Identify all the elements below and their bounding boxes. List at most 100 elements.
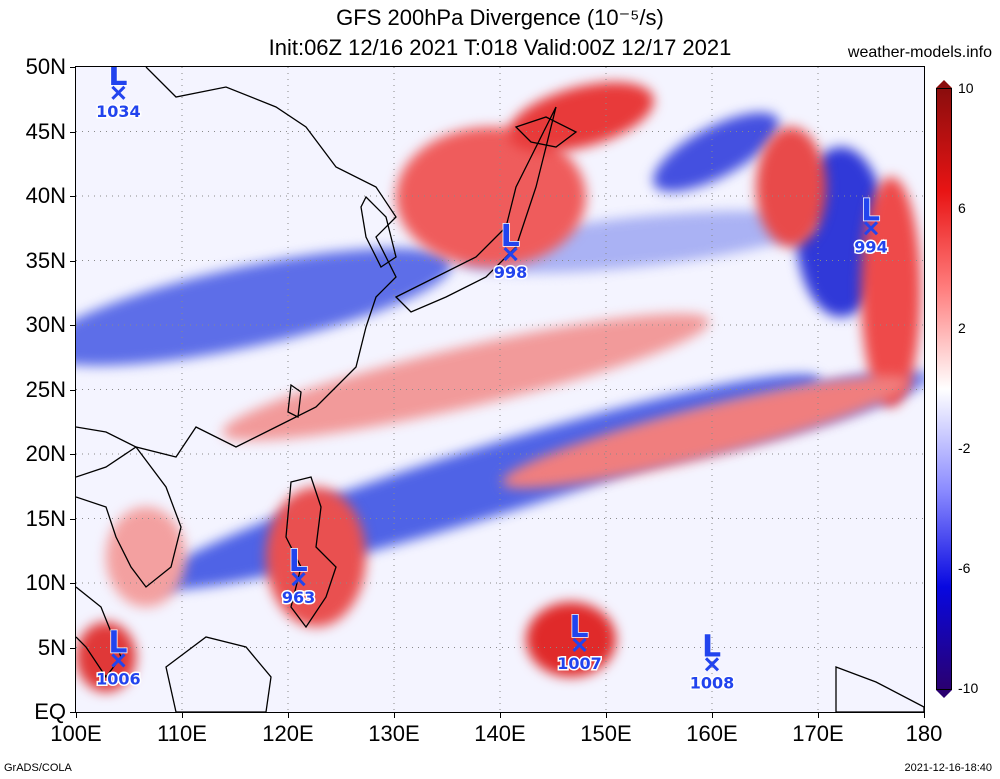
colorbar-top-tip: [936, 80, 952, 88]
field-band-red: [526, 602, 616, 677]
low-center-mark: [111, 85, 126, 100]
low-pressure-value: 963: [282, 588, 315, 607]
lat-tick-label: 5N: [37, 634, 66, 660]
pressure-lows: L 1034 L 998 L 994 L 963 L 1006 L 1007 L 1008: [95, 67, 890, 694]
lon-tick-mark: [288, 712, 289, 718]
low-pressure-marker: L 1007: [556, 609, 604, 674]
low-center-mark: [863, 221, 879, 236]
low-symbol: L: [501, 219, 520, 254]
low-symbol: L: [289, 544, 308, 579]
coastline-taiwan: [287, 383, 302, 418]
lat-tick-label: 50N: [25, 54, 66, 79]
colorbar-tick-label: -6: [958, 560, 971, 576]
lon-tick-mark: [76, 712, 77, 718]
low-pressure-value: 998: [494, 263, 527, 282]
lat-tick-label: 30N: [25, 312, 66, 337]
low-symbol: L: [108, 67, 127, 93]
lat-tick-label: EQ: [34, 699, 66, 724]
lat-tick-mark: [70, 131, 76, 133]
lat-tick-label: 40N: [25, 183, 66, 208]
lat-tick-label: 25N: [25, 376, 66, 402]
coastline-borneo: [165, 636, 272, 712]
lat-tick-mark: [70, 389, 76, 391]
lat-tick-mark: [70, 196, 76, 197]
colorbar-tick-label: 2: [958, 320, 966, 336]
coastline-indochina: [76, 426, 182, 588]
lon-tick-label: 120E: [262, 721, 314, 746]
lat-tick-mark: [70, 518, 76, 520]
lat-tick-label: 20N: [25, 441, 66, 466]
colorbar-tick-label: -10: [958, 680, 979, 696]
coastline-japan: [394, 106, 557, 313]
lat-tick-label: 10N: [25, 570, 66, 595]
low-pressure-value: 1008: [690, 673, 735, 692]
low-symbol: L: [570, 610, 589, 645]
footer-software: GrADS/COLA: [4, 762, 72, 774]
lat-lon-grid: [76, 67, 924, 712]
low-center-mark: [704, 657, 720, 672]
colorbar-bottom-tip: [936, 690, 952, 698]
lon-tick-label: 160E: [686, 721, 738, 746]
low-pressure-value: 994: [854, 237, 887, 256]
lat-tick-mark: [70, 647, 76, 649]
field-band-red: [76, 622, 136, 692]
lat-tick-label: 35N: [25, 247, 66, 273]
lon-tick-mark: [500, 712, 501, 718]
lon-tick-mark: [394, 712, 395, 718]
lon-tick-mark: [606, 712, 607, 718]
lat-tick-label: 45N: [25, 118, 66, 144]
low-pressure-marker: L 963: [280, 543, 316, 608]
lon-tick-mark: [182, 712, 183, 718]
field-band-red: [106, 507, 186, 607]
chart-subtitle: Init:06Z 12/16 2021 T:018 Valid:00Z 12/1…: [268, 35, 732, 60]
coastline-asia: [76, 67, 397, 478]
lon-tick-mark: [712, 712, 713, 718]
map-overlay: L 1034 L 998 L 994 L 963 L 1006 L 1007 L 1008: [76, 67, 924, 712]
low-pressure-marker: L 998: [492, 218, 528, 283]
colorbar: [936, 88, 952, 690]
field-band-red: [266, 487, 366, 627]
lon-tick-label: 100E: [50, 721, 102, 746]
lat-tick-mark: [70, 583, 76, 584]
coastline-hokkaido: [514, 116, 578, 148]
low-symbol: L: [702, 629, 721, 664]
low-pressure-value: 1006: [96, 669, 141, 688]
low-center-mark: [111, 653, 126, 668]
low-center-mark: [291, 572, 306, 587]
lon-tick-mark: [924, 712, 925, 718]
lon-tick-label: 170E: [792, 721, 844, 746]
coastline-philippines: [285, 476, 337, 629]
footer-timestamp: 2021-12-16-18:40: [904, 762, 992, 774]
credit-label: weather-models.info: [847, 44, 992, 61]
low-pressure-marker: L 1034: [95, 67, 143, 122]
colorbar-tick-label: 10: [958, 80, 974, 96]
low-pressure-marker: L 1008: [688, 629, 736, 694]
low-pressure-value: 1034: [96, 102, 141, 121]
low-center-mark: [572, 637, 587, 652]
low-center-mark: [503, 246, 518, 262]
lon-tick-label: 130E: [368, 721, 420, 746]
low-symbol: L: [861, 193, 880, 228]
colorbar-tick-label: 6: [958, 200, 966, 216]
field-band-red: [861, 177, 921, 407]
lat-tick-mark: [70, 712, 76, 713]
lon-tick-label: 110E: [157, 721, 207, 746]
lat-tick-mark: [70, 67, 76, 68]
lat-tick-mark: [70, 260, 76, 262]
lon-tick-label: 140E: [474, 721, 526, 746]
lon-tick-label: 150E: [580, 721, 632, 746]
lat-tick-label: 15N: [25, 505, 66, 531]
low-pressure-marker: L 994: [853, 193, 889, 258]
coastline-korea: [360, 195, 397, 268]
low-symbol: L: [108, 625, 127, 660]
divergence-map: L 1034 L 998 L 994 L 963 L 1006 L 1007 L 1008: [75, 66, 925, 713]
low-pressure-marker: L 1006: [95, 625, 143, 690]
low-pressure-value: 1007: [557, 654, 602, 673]
coastline-new-guinea: [835, 666, 924, 712]
colorbar-tick-label: -2: [958, 440, 971, 456]
chart-title: GFS 200hPa Divergence (10⁻⁵/s): [336, 5, 664, 30]
lat-tick-mark: [70, 325, 76, 326]
lon-tick-mark: [818, 712, 819, 718]
lat-tick-mark: [70, 454, 76, 455]
lon-tick-label: 180: [905, 721, 943, 746]
